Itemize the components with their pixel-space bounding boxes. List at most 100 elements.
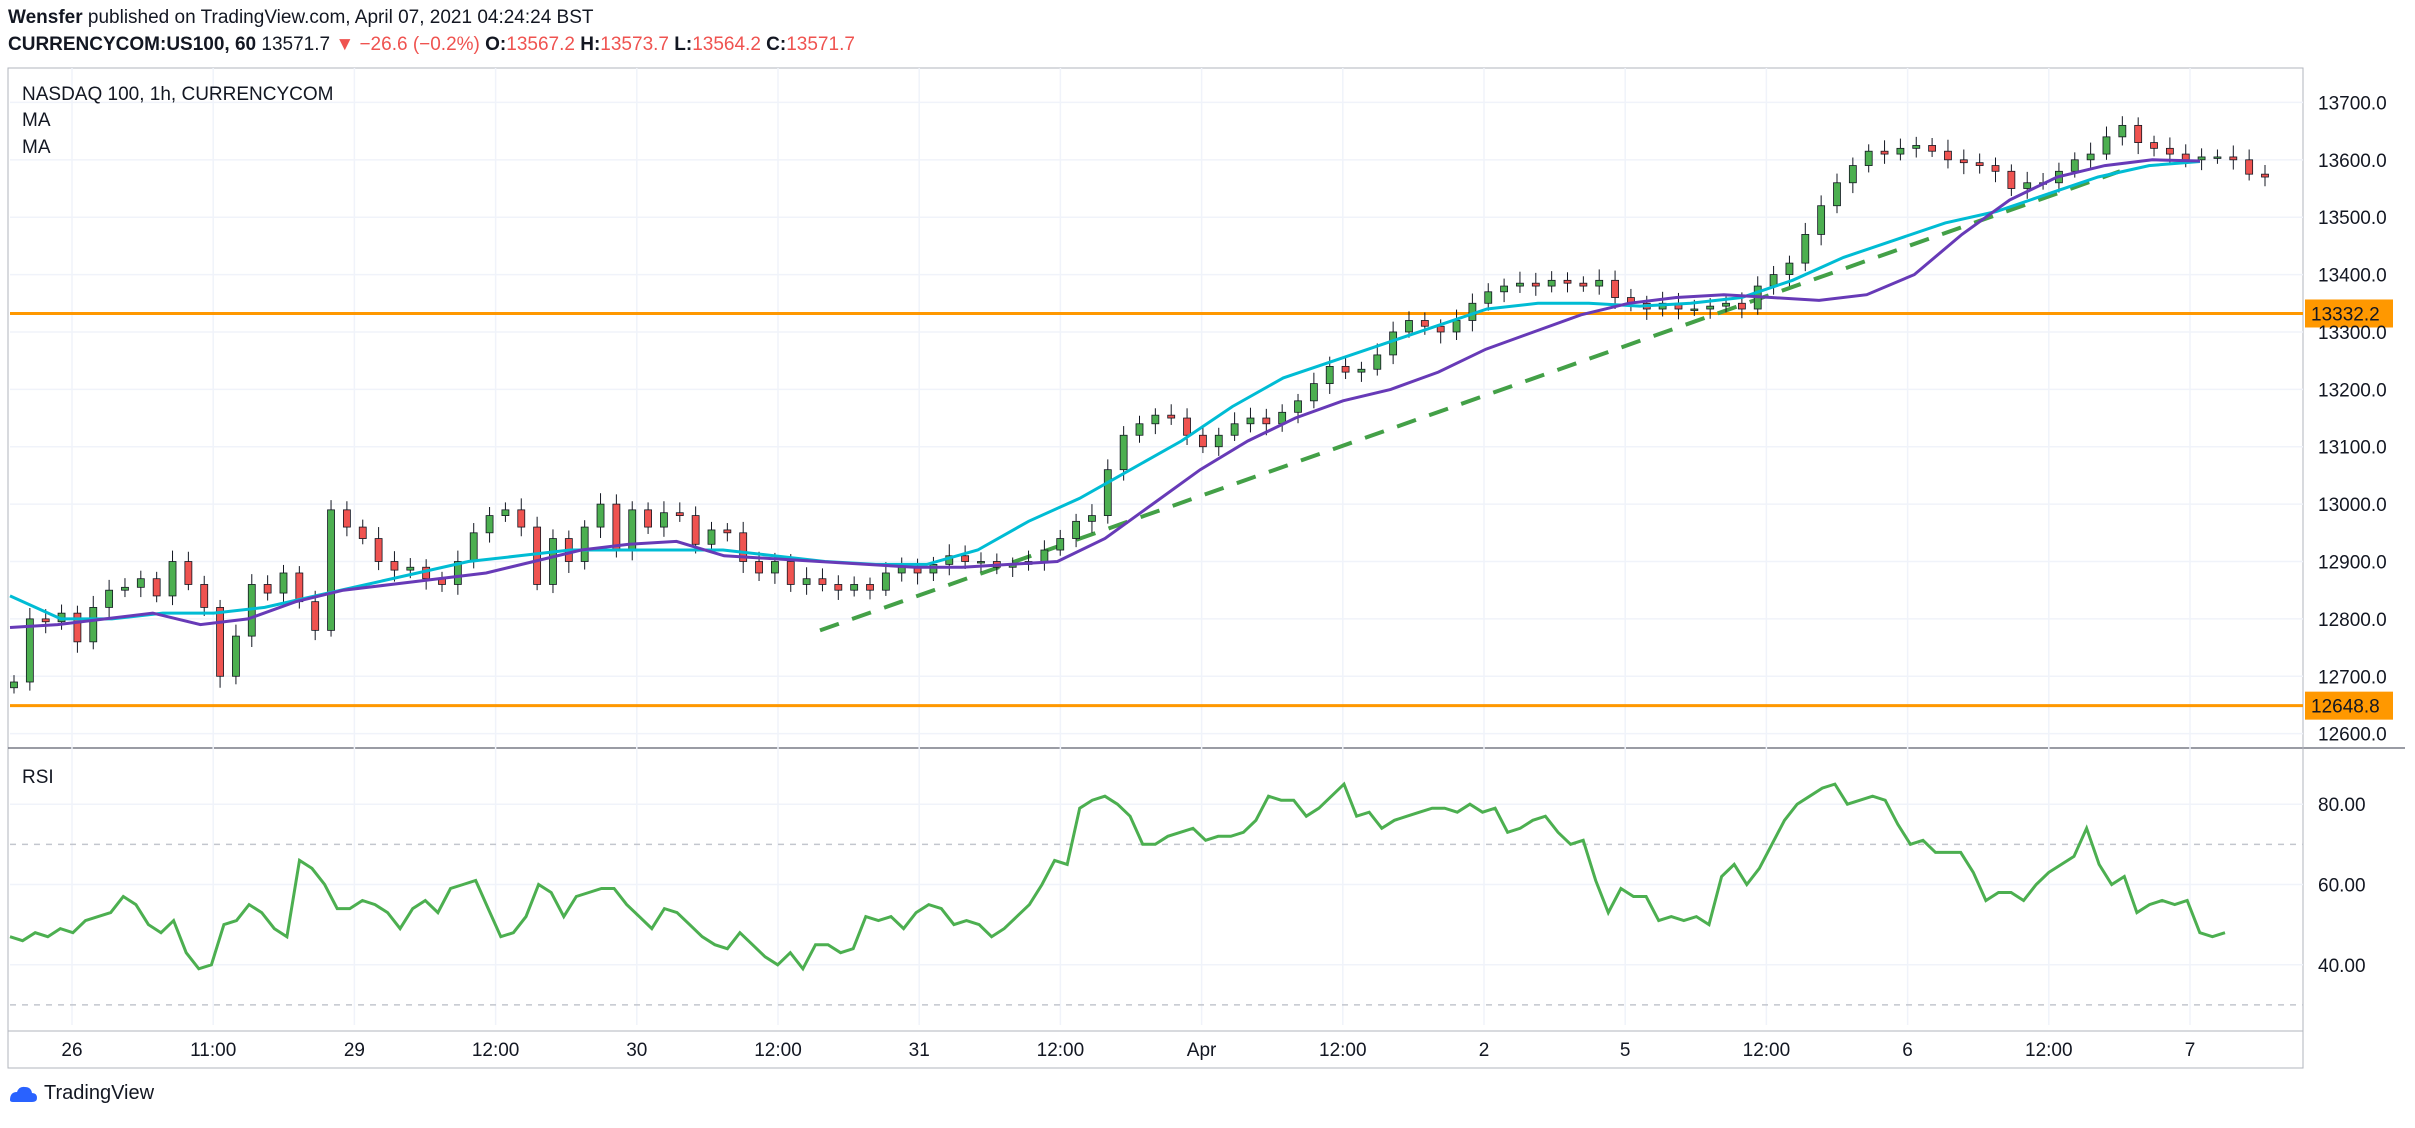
legend-rsi[interactable]: RSI [22,767,54,788]
candle-down [216,607,224,677]
candle-down [675,512,684,516]
candle-down [834,584,843,591]
legend-ma-slow[interactable]: MA [22,137,51,158]
time-tick-label: 31 [909,1040,930,1061]
candle-up [1833,182,1841,207]
candle-down [1183,417,1191,436]
level-price-label: 13332.2 [2311,304,2380,325]
candle-down [786,561,795,585]
time-tick-label: 7 [2185,1040,2196,1061]
candle-up [1230,423,1239,436]
time-tick-label: 12:00 [1319,1040,1367,1061]
candle-up [1294,400,1302,413]
candle-up [1246,417,1255,425]
horizontal-levels[interactable]: 12648.8 13332.2 [10,299,2393,720]
ma-slow-line [9,160,2201,621]
chart-frame [7,67,2405,1069]
candle-down [41,618,50,623]
low-value: 13564.2 [692,34,761,55]
tradingview-logo-icon [10,1086,37,1102]
close-label: C: [766,34,787,55]
candle-down [691,515,700,545]
candle-up [1690,308,1699,311]
candle-up [1088,515,1096,522]
price-tick-label: 12900.0 [2318,553,2387,574]
brand-label: TradingView [44,1082,155,1104]
candle-up [1912,145,1921,149]
candle-up [1500,285,1508,293]
candle-down [1737,302,1746,310]
candle-down [1944,150,1952,161]
candle-up [1357,368,1366,373]
time-tick-label: 12:00 [1743,1040,1791,1061]
low-label: L: [674,34,693,55]
ohlc-line: CURRENCYCOM:US100, 60 13571.7 ▼ −26.6 (−… [8,31,855,58]
candle-down [1420,320,1429,327]
dashed-trendline[interactable] [819,169,2121,633]
last-price: 13571.7 [261,34,331,55]
candle-down [723,529,732,534]
time-tick-label: 11:00 [190,1040,236,1061]
candle-down [866,584,874,591]
candle-up [771,561,779,574]
candle-up [850,584,859,591]
price-tick-label: 12700.0 [2318,667,2387,688]
candle-up [105,589,114,608]
candle-up [10,681,18,689]
candle-up [2213,156,2222,159]
candle-down [1262,417,1271,425]
candle-down [1991,165,2000,172]
candle-up [802,578,811,585]
price-tick-label: 12600.0 [2318,725,2387,746]
candle-up [1864,150,1873,166]
candle-down [517,509,526,528]
candle-down [200,584,209,608]
time-tick-label: 12:00 [472,1040,520,1061]
price-tick-label: 13200.0 [2318,380,2387,401]
candle-down [73,612,82,643]
axes: 12600.0 12700.0 12800.0 12900.0 13000.0 13100… [61,93,2386,1061]
level-price-label: 12648.8 [2311,697,2380,718]
moving-averages [9,158,2201,629]
rsi-pane: 40.00 60.00 80.00 [9,781,2366,1006]
rsi-tick-label: 60.00 [2318,875,2366,896]
candle-down [1928,145,1937,152]
legend-ma-fast[interactable]: MA [22,110,51,131]
candle-up [707,529,716,545]
chart-header: Wensfer published on TradingView.com, Ap… [8,4,855,58]
rsi-line [9,781,2226,972]
candle-down [612,503,621,551]
candle-up [1103,469,1112,516]
candle-up [1848,165,1857,184]
candle-up [2070,159,2079,172]
candle-up [1151,414,1160,425]
candle-up [1373,354,1382,370]
trend-line[interactable] [819,169,2121,633]
candle-down [818,578,827,585]
candle-up [1595,279,1604,287]
candle-up [596,503,605,528]
candle-up [1452,320,1461,333]
candle-up [232,635,240,677]
high-label: H: [580,34,601,55]
candle-down [295,572,304,603]
price-tick-label: 13000.0 [2318,495,2387,516]
time-tick-label: 5 [1620,1040,1631,1061]
candle-down [342,509,351,528]
candle-up [1072,520,1080,539]
tradingview-brand[interactable]: TradingView [8,1082,154,1105]
candle-up [660,512,668,528]
candle-up [168,561,177,597]
time-tick-label: 6 [1902,1040,1913,1061]
candle-down [2150,142,2158,149]
candle-up [1056,538,1065,551]
time-tick-label: 12:00 [1037,1040,1085,1061]
candle-up [1706,305,1715,310]
publisher-name[interactable]: Wensfer [8,7,83,28]
time-tick-label: 30 [626,1040,647,1061]
candle-down [1341,365,1350,373]
candle-down [1436,325,1445,333]
candle-down [2261,173,2269,178]
price-tick-label: 13600.0 [2318,151,2387,172]
